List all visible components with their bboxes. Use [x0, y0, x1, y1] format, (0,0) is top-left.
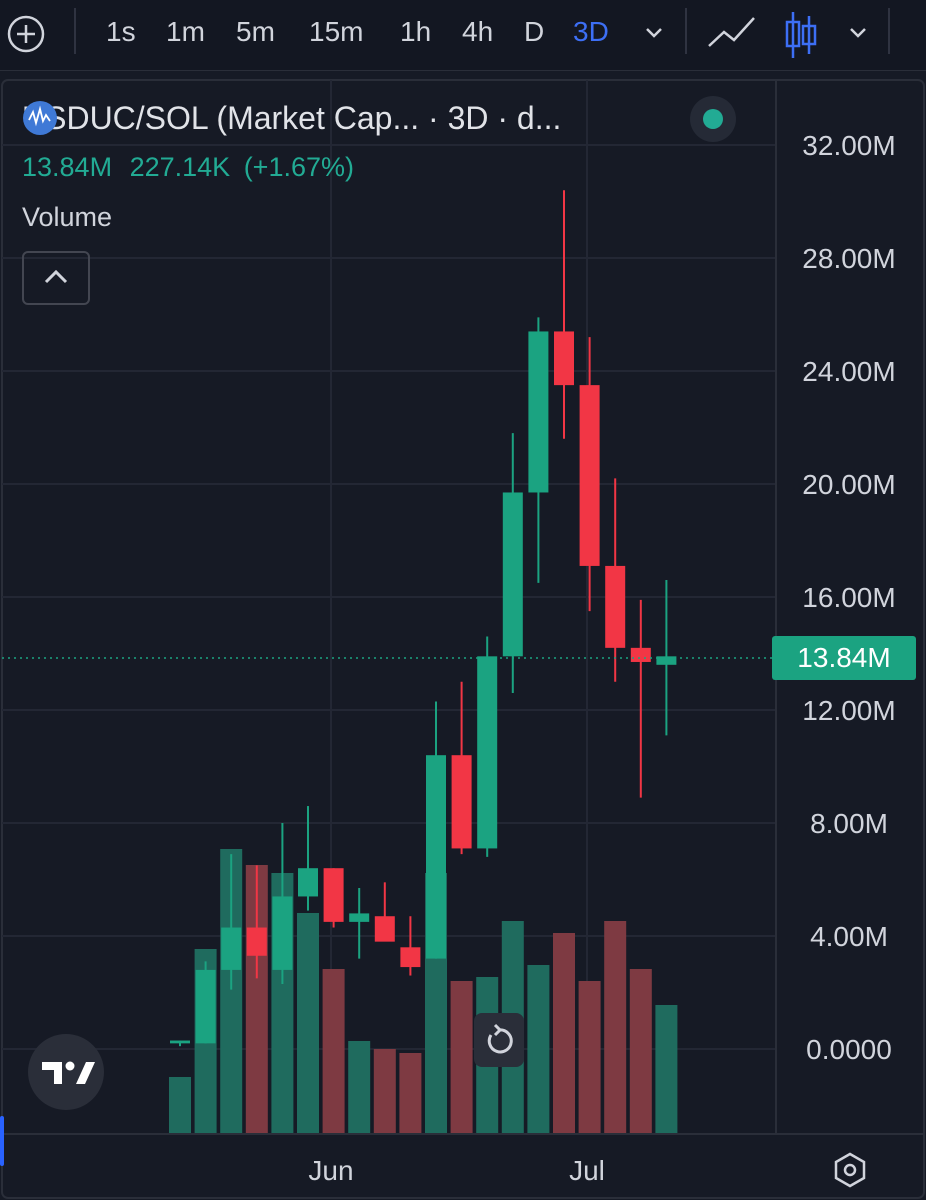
- legend-values: 13.84M 227.14K (+1.67%): [22, 152, 354, 183]
- interval-15m[interactable]: 15m: [309, 16, 364, 47]
- scroll-indicator: [0, 1116, 4, 1166]
- interval-1s[interactable]: 1s: [106, 16, 136, 47]
- candle-body: [502, 492, 523, 657]
- candles-chart-button[interactable]: [783, 12, 819, 58]
- candle-body: [374, 916, 395, 942]
- y-tick-label: 32.00M: [802, 130, 895, 161]
- candle-body: [400, 947, 421, 968]
- volume-bar: [527, 965, 550, 1133]
- chart-type-dropdown[interactable]: [844, 12, 872, 52]
- candle-body: [605, 565, 626, 648]
- toolbar-divider: [74, 8, 76, 54]
- symbol-logo-icon: [23, 101, 57, 135]
- y-tick-label: 8.00M: [810, 808, 888, 839]
- settings-button[interactable]: [830, 1150, 870, 1190]
- y-tick-label: 16.00M: [802, 582, 895, 613]
- volume-bar: [578, 981, 601, 1133]
- reset-icon: [487, 1023, 513, 1054]
- y-tick-label: 20.00M: [802, 469, 895, 500]
- candle-body: [630, 647, 651, 662]
- legend-title-row[interactable]: USDUC/SOL (Market Cap... · 3D · d...: [22, 100, 561, 137]
- x-tick-label: Jun: [308, 1155, 353, 1186]
- interval-3d[interactable]: 3D: [573, 16, 609, 47]
- interval-4h[interactable]: 4h: [462, 16, 494, 47]
- volume-bar: [373, 1049, 396, 1133]
- add-indicator-button[interactable]: [6, 14, 46, 54]
- volume-bar: [399, 1053, 422, 1133]
- legend-volume-label[interactable]: Volume: [22, 202, 113, 232]
- legend-collapse-button[interactable]: [22, 251, 90, 305]
- volume-bar: [450, 981, 473, 1133]
- candle-body: [170, 1040, 190, 1044]
- toolbar-divider: [685, 8, 687, 54]
- volume-bar: [169, 1077, 191, 1133]
- y-tick-label: 28.00M: [802, 243, 895, 274]
- settings-icon: [834, 1152, 866, 1188]
- candle-body: [426, 755, 446, 959]
- volume-bar: [629, 969, 652, 1133]
- candle-body: [221, 927, 242, 970]
- chart-frame: [1, 79, 925, 1199]
- candle-body: [246, 927, 267, 956]
- candle-body: [477, 656, 498, 849]
- tradingview-logo-icon: [42, 1061, 95, 1084]
- chevron-down-icon: [646, 28, 662, 38]
- x-tick-label: Jul: [569, 1155, 605, 1186]
- candle-body: [451, 755, 472, 849]
- chevron-up-icon: [44, 269, 68, 284]
- candle-body: [579, 385, 600, 566]
- line-chart-icon: [708, 17, 755, 47]
- y-tick-label: 0.0000: [806, 1034, 892, 1065]
- volume-bar: [220, 849, 243, 1133]
- volume-bar: [297, 913, 319, 1133]
- candle-body: [349, 913, 370, 922]
- interval-dropdown[interactable]: [640, 12, 668, 52]
- chevron-down-icon: [850, 28, 866, 38]
- y-tick-label: 12.00M: [802, 695, 895, 726]
- volume-bar: [604, 921, 627, 1133]
- y-tick-label: 24.00M: [802, 356, 895, 387]
- volume-bar: [348, 1041, 371, 1133]
- line-chart-button[interactable]: [706, 12, 758, 52]
- legend-change-pct: (+1.67%): [243, 152, 354, 182]
- market-status-icon[interactable]: [690, 96, 736, 142]
- candle-body: [323, 868, 344, 922]
- candle-body: [195, 969, 216, 1044]
- interval-1h[interactable]: 1h: [400, 16, 432, 47]
- last-price-label: 13.84M: [772, 636, 916, 680]
- interval-5m[interactable]: 5m: [236, 16, 275, 47]
- candle-body: [272, 896, 293, 970]
- y-tick-label: 4.00M: [810, 921, 888, 952]
- volume-bar: [655, 1005, 678, 1133]
- candle-body: [554, 331, 574, 386]
- reset-chart-button[interactable]: [474, 1013, 524, 1067]
- legend-last-price: 13.84M: [22, 152, 113, 182]
- candle-body: [298, 868, 318, 897]
- plus-circle-icon: [7, 15, 45, 53]
- legend-change: 227.14K: [129, 152, 231, 182]
- candle-body: [528, 331, 549, 493]
- candles-icon: [785, 12, 817, 58]
- tradingview-logo[interactable]: [28, 1034, 104, 1110]
- interval-d[interactable]: D: [524, 16, 545, 47]
- volume-bar: [553, 933, 575, 1133]
- candle-body: [656, 656, 677, 665]
- legend-symbol: USDUC/SOL (Market Cap... · 3D · d...: [22, 100, 562, 136]
- toolbar-divider: [888, 8, 890, 54]
- top-toolbar: 1s 1m 5m 15m 1h 4h D 3D: [0, 0, 926, 71]
- interval-1m[interactable]: 1m: [166, 16, 205, 47]
- volume-bar: [322, 969, 345, 1133]
